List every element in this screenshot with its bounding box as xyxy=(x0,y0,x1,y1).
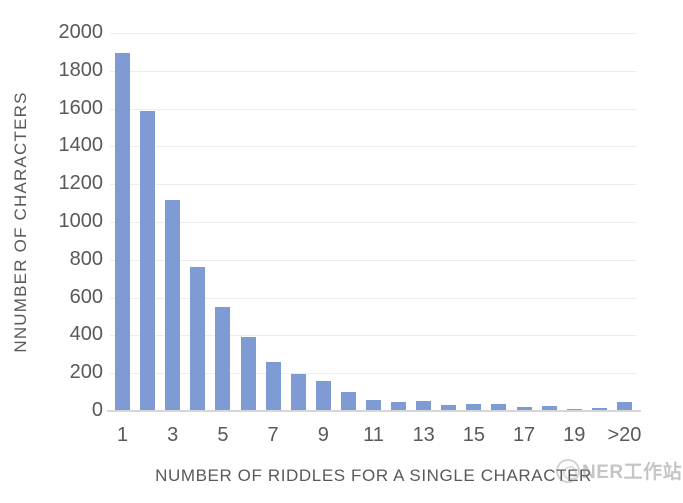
bar xyxy=(215,307,231,410)
bar xyxy=(190,267,206,410)
bar xyxy=(115,52,131,410)
x-tick-label: 13 xyxy=(412,424,435,446)
bar xyxy=(616,401,632,410)
y-tick-label: 1000 xyxy=(58,210,104,233)
x-tick-label: 17 xyxy=(512,424,536,446)
bar xyxy=(366,399,381,410)
y-axis-tick-labels: 0 200 400 600 800 1000 1200 1400 1600 1800 2000 xyxy=(0,21,104,421)
x-axis-line xyxy=(107,410,641,412)
bar xyxy=(541,406,557,410)
y-tick-label: 1800 xyxy=(58,58,104,81)
bar xyxy=(466,404,482,410)
x-tick-label: 11 xyxy=(363,424,384,446)
gridline xyxy=(110,222,637,223)
x-tick-label: 19 xyxy=(563,424,586,446)
plot-area xyxy=(107,33,641,412)
bar xyxy=(491,404,507,410)
bar xyxy=(566,408,582,410)
bar xyxy=(140,111,156,410)
x-tick-label: 15 xyxy=(462,424,485,446)
y-tick-label: 600 xyxy=(69,285,103,308)
gridline xyxy=(110,297,637,299)
y-tick-label: 1600 xyxy=(58,96,104,119)
x-tick-label: 5 xyxy=(217,424,229,446)
gridline xyxy=(110,33,637,34)
x-tick-label: 9 xyxy=(317,424,329,446)
y-tick-label: 2000 xyxy=(58,21,104,44)
gridline xyxy=(110,335,637,337)
gridline xyxy=(110,108,637,110)
y-tick-label: 1400 xyxy=(58,134,104,157)
y-tick-label: 0 xyxy=(91,399,103,422)
x-tick-label: 1 xyxy=(116,424,129,446)
x-axis-tick-labels: 1 3 5 7 9 11 13 15 17 19 >20 xyxy=(110,424,641,448)
x-tick-label: 7 xyxy=(267,424,279,446)
bar xyxy=(240,337,256,410)
x-axis-title: NUMBER OF RIDDLES FOR A SINGLE CHARACTER xyxy=(155,466,592,485)
y-tick-label: 200 xyxy=(69,361,103,384)
y-tick-label: 400 xyxy=(69,323,103,346)
bar xyxy=(441,405,457,410)
bar xyxy=(516,407,532,410)
gridline xyxy=(110,146,637,148)
bar xyxy=(591,408,607,410)
bar xyxy=(340,392,356,410)
x-tick-label: 3 xyxy=(167,424,179,446)
bar xyxy=(290,374,306,410)
y-tick-label: 800 xyxy=(69,247,103,270)
bar xyxy=(165,200,181,410)
bar xyxy=(391,401,407,410)
bar xyxy=(265,361,281,410)
gridline xyxy=(110,259,637,261)
bar xyxy=(315,380,331,410)
gridline xyxy=(110,70,637,72)
gridline xyxy=(110,373,637,375)
bar xyxy=(416,400,432,410)
gridline xyxy=(110,184,637,186)
y-tick-label: 1200 xyxy=(58,172,104,195)
x-tick-label: >20 xyxy=(607,424,642,446)
